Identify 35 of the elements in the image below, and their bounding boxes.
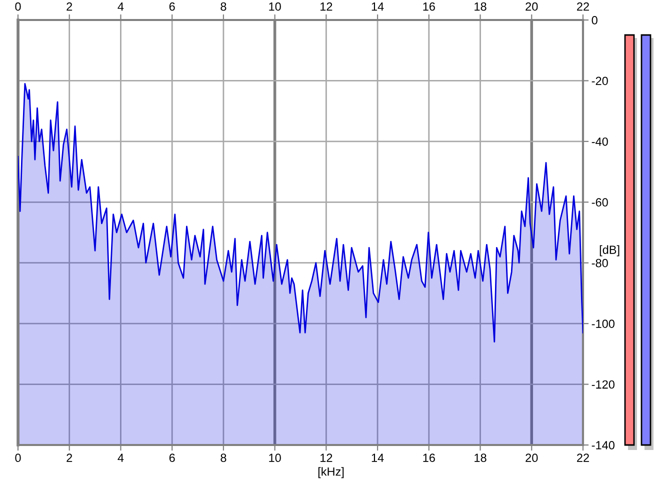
x2-tick-label: 20 <box>526 2 538 11</box>
y-tick-label: 0 <box>592 16 598 24</box>
y-tick-label: -60 <box>592 198 608 207</box>
x-axis-title: [kHz] <box>318 467 344 478</box>
x2-tick-label: 4 <box>118 2 124 11</box>
x2-tick-label: 16 <box>423 2 435 11</box>
x2-tick-label: 10 <box>269 2 281 11</box>
y-tick-label: -140 <box>592 441 614 450</box>
x-tick-label: 20 <box>526 454 538 462</box>
x2-tick-label: 2 <box>66 2 72 11</box>
x-tick-label: 8 <box>220 454 226 462</box>
x2-tick-label: 12 <box>320 2 332 11</box>
y-tick-label: -100 <box>592 320 614 328</box>
x-tick-label: 12 <box>320 454 332 462</box>
x-tick-label: 10 <box>269 454 281 462</box>
x2-tick-label: 0 <box>15 2 21 11</box>
x-tick-label: 2 <box>66 454 72 462</box>
x2-tick-label: 8 <box>220 2 226 11</box>
x2-tick-label: 6 <box>169 2 175 11</box>
y-tick-label: -80 <box>592 258 608 268</box>
x-tick-label: 0 <box>15 454 21 462</box>
y-tick-label: -120 <box>592 380 614 389</box>
y-axis-title: [dB] <box>600 245 620 256</box>
x2-tick-label: 18 <box>474 2 486 11</box>
x2-tick-label: 22 <box>577 2 589 11</box>
line-series <box>18 83 583 342</box>
x-tick-label: 4 <box>118 454 124 462</box>
x-tick-label: 6 <box>169 454 175 462</box>
x2-tick-label: 14 <box>372 2 384 11</box>
y-tick-label: -40 <box>592 137 608 146</box>
y-tick-label: -20 <box>592 76 608 86</box>
x-tick-label: 18 <box>474 454 486 462</box>
x-tick-label: 14 <box>372 454 384 462</box>
x-tick-label: 22 <box>577 454 589 462</box>
x-tick-label: 16 <box>423 454 435 462</box>
